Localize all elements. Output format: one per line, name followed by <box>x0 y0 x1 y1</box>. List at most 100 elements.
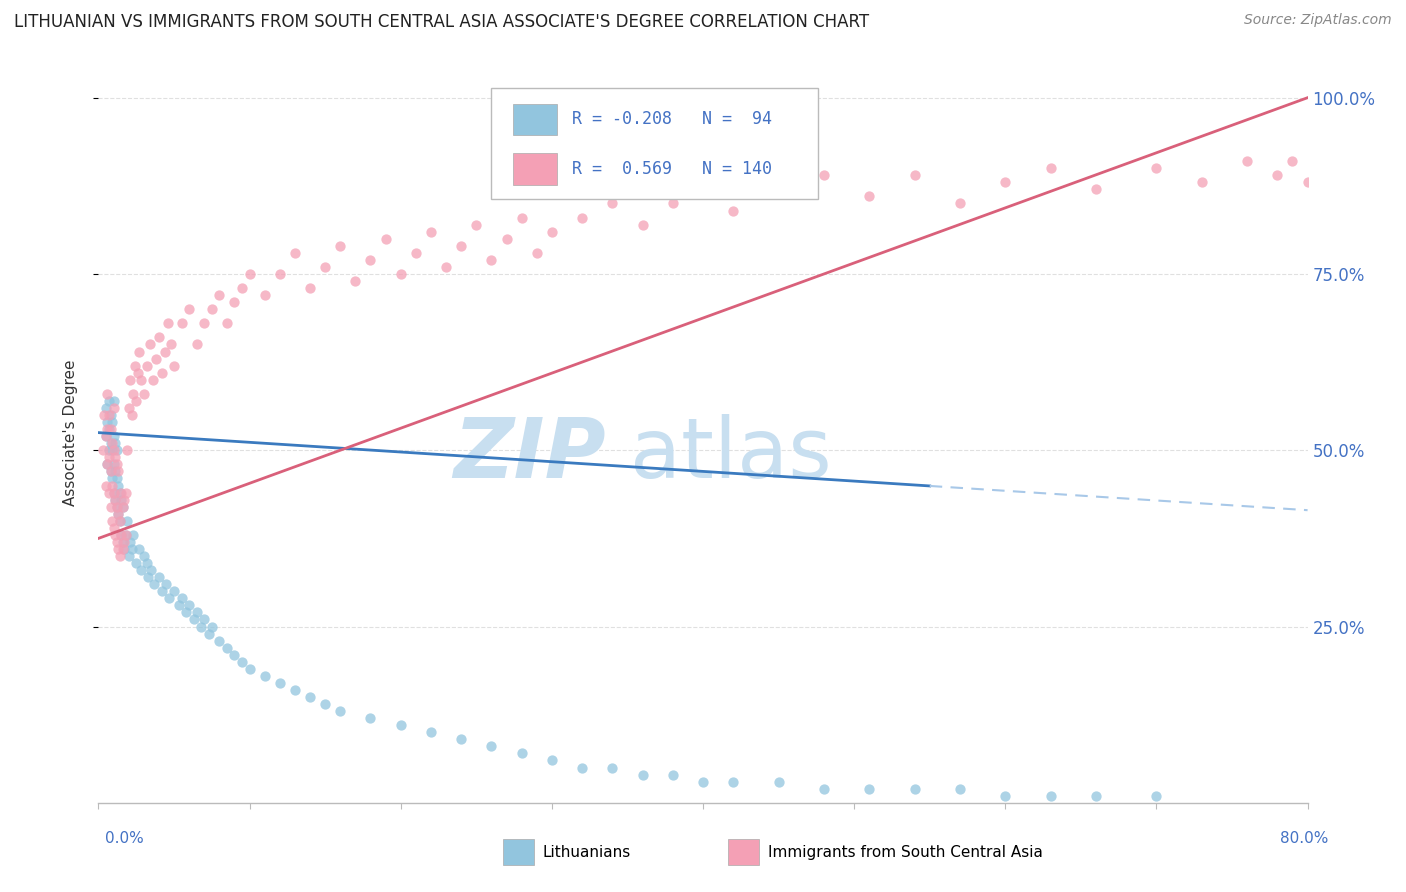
Point <box>434 260 457 274</box>
Point <box>813 168 835 182</box>
Point <box>314 260 336 274</box>
Point <box>813 781 835 796</box>
Point <box>231 281 253 295</box>
Point <box>148 570 170 584</box>
Point <box>215 640 238 655</box>
Point <box>208 288 231 302</box>
Point <box>132 387 155 401</box>
Point <box>768 182 790 196</box>
Point <box>179 302 201 317</box>
Point <box>190 619 212 633</box>
Point <box>540 225 562 239</box>
FancyBboxPatch shape <box>492 88 818 200</box>
Point <box>143 577 166 591</box>
Point <box>98 393 121 408</box>
Point <box>129 563 152 577</box>
Point <box>186 337 208 351</box>
Point <box>631 767 654 781</box>
Point <box>183 612 205 626</box>
Point <box>148 330 170 344</box>
Point <box>420 725 443 739</box>
Point <box>108 514 131 528</box>
Point <box>96 415 118 429</box>
Point <box>105 471 128 485</box>
Point <box>107 507 129 521</box>
Point <box>193 316 215 330</box>
Point <box>239 662 262 676</box>
Point <box>1144 789 1167 803</box>
Point <box>105 535 128 549</box>
Point <box>269 676 291 690</box>
Point <box>118 549 141 563</box>
FancyBboxPatch shape <box>513 103 557 135</box>
Point <box>103 401 125 415</box>
Point <box>104 464 127 478</box>
Point <box>139 337 162 351</box>
Point <box>101 415 124 429</box>
Point <box>170 316 193 330</box>
Point <box>100 500 122 514</box>
Point <box>167 599 190 613</box>
Point <box>858 189 880 203</box>
Point <box>103 458 125 472</box>
Point <box>125 556 148 570</box>
Point <box>100 464 122 478</box>
Point <box>299 281 322 295</box>
Point <box>104 450 127 465</box>
Point <box>107 507 129 521</box>
Point <box>1085 789 1108 803</box>
Point <box>104 528 127 542</box>
Point <box>1312 154 1334 169</box>
Point <box>239 267 262 281</box>
Point <box>224 295 246 310</box>
Point <box>994 175 1017 189</box>
Point <box>602 760 624 774</box>
Point <box>465 218 488 232</box>
Point <box>1386 168 1406 182</box>
Point <box>1039 789 1062 803</box>
Point <box>269 267 291 281</box>
Point <box>299 690 322 704</box>
Point <box>110 528 132 542</box>
Point <box>159 591 181 606</box>
Point <box>98 422 121 436</box>
Point <box>420 225 443 239</box>
Point <box>174 606 197 620</box>
Point <box>949 196 972 211</box>
Point <box>111 541 134 556</box>
Point <box>692 774 714 789</box>
Point <box>127 366 149 380</box>
Point <box>98 485 121 500</box>
Point <box>142 373 165 387</box>
Point <box>100 422 122 436</box>
Point <box>103 429 125 443</box>
Point <box>360 711 382 725</box>
Point <box>94 478 117 492</box>
Point <box>129 373 152 387</box>
Point <box>141 563 163 577</box>
Point <box>96 458 118 472</box>
Point <box>1039 161 1062 176</box>
Point <box>108 485 131 500</box>
Point <box>208 633 231 648</box>
Point <box>661 196 683 211</box>
Point <box>201 619 224 633</box>
Point <box>1281 154 1303 169</box>
Point <box>105 443 128 458</box>
Text: ZIP: ZIP <box>454 414 606 495</box>
Point <box>120 535 142 549</box>
Point <box>110 528 132 542</box>
Point <box>111 500 134 514</box>
Point <box>1236 154 1258 169</box>
Point <box>768 774 790 789</box>
Point <box>91 443 114 458</box>
Point <box>231 655 253 669</box>
Point <box>1372 147 1395 161</box>
Point <box>314 697 336 711</box>
Point <box>128 344 150 359</box>
Text: Immigrants from South Central Asia: Immigrants from South Central Asia <box>768 845 1043 860</box>
Point <box>115 514 138 528</box>
Point <box>224 648 246 662</box>
Point <box>122 387 145 401</box>
Point <box>389 718 412 732</box>
